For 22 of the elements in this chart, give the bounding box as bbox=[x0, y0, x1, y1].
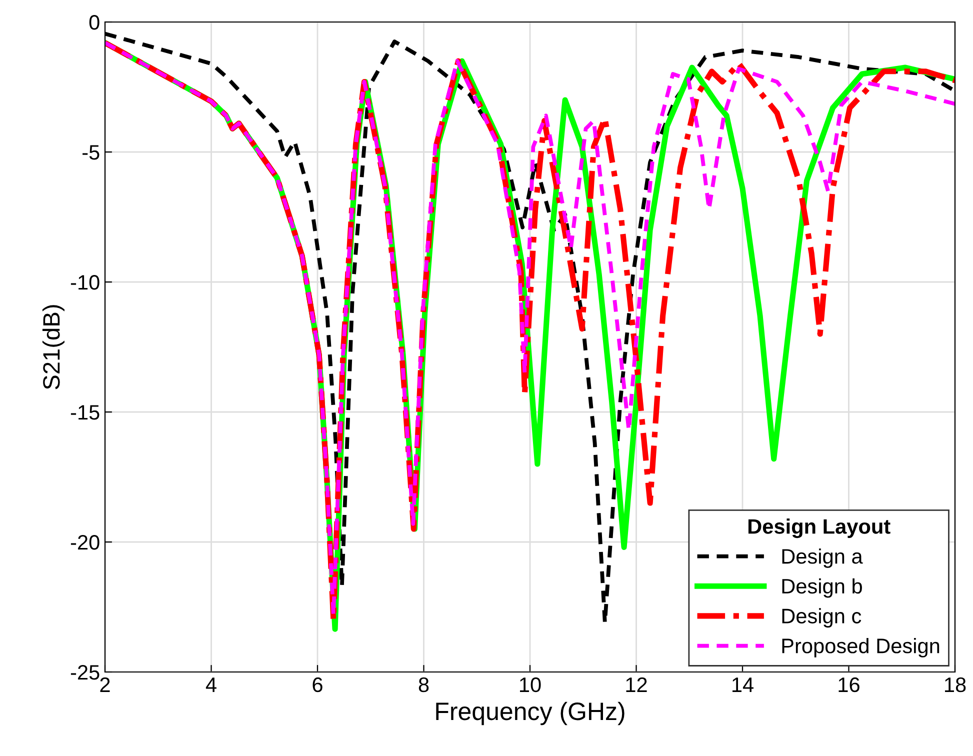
legend-label: Proposed Design bbox=[782, 638, 940, 658]
x-tick-label: 16 bbox=[838, 677, 860, 692]
x-tick-label: 10 bbox=[520, 677, 541, 692]
legend-label: Design a bbox=[782, 548, 863, 568]
x-axis-title: Frequency (GHz) bbox=[436, 702, 624, 726]
y-tick-label: -10 bbox=[70, 275, 100, 290]
x-tick-label: 2 bbox=[100, 677, 110, 692]
legend-title: Design Layout bbox=[748, 518, 890, 538]
x-tick-label: 4 bbox=[206, 678, 216, 692]
legend-label: Design c bbox=[782, 608, 862, 628]
x-tick-label: 8 bbox=[418, 677, 429, 692]
x-tick-label: 18 bbox=[945, 677, 966, 692]
legend-label: Design b bbox=[782, 578, 862, 598]
y-tick-label: 0 bbox=[89, 15, 100, 30]
y-tick-label: -25 bbox=[70, 665, 100, 680]
y-tick-label: -5 bbox=[82, 145, 100, 160]
y-axis-title: S21(dB) bbox=[42, 305, 64, 390]
x-tick-label: 14 bbox=[732, 678, 754, 692]
x-tick-label: 12 bbox=[626, 677, 647, 692]
y-tick-label: -20 bbox=[70, 535, 100, 550]
x-tick-label: 6 bbox=[312, 677, 322, 692]
y-tick-label: -15 bbox=[70, 405, 100, 420]
